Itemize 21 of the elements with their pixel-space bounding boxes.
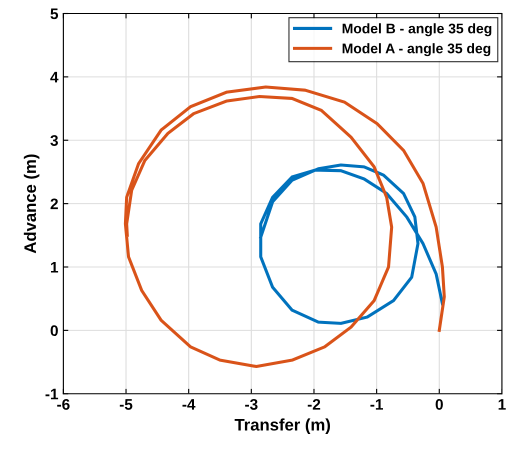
y-tick-label: -1	[46, 388, 58, 400]
y-tick-label: 5	[50, 8, 58, 20]
legend-label: Model B - angle 35 deg	[342, 23, 492, 36]
x-tick-label: -4	[182, 399, 196, 410]
x-axis-title: Transfer (m)	[234, 418, 330, 434]
y-tick-label: 1	[50, 262, 58, 273]
y-tick-label: 4	[50, 72, 58, 82]
x-tick-label: 1	[498, 399, 506, 410]
legend-label: Model A - angle 35 deg	[342, 43, 490, 56]
y-tick-label: 3	[50, 135, 58, 146]
x-tick-label: -1	[370, 399, 383, 410]
x-tick-label: 0	[436, 399, 443, 410]
x-tick-label: -3	[245, 399, 258, 410]
y-tick-label: 0	[50, 325, 58, 336]
line-series	[259, 163, 444, 325]
x-tick-label: -6	[57, 399, 70, 410]
x-tick-label: -2	[308, 399, 320, 410]
line-series	[124, 85, 446, 368]
x-tick-label: -5	[120, 399, 132, 410]
y-tick-label: 2	[50, 198, 58, 210]
y-axis-title: Advance (m)	[24, 154, 40, 254]
